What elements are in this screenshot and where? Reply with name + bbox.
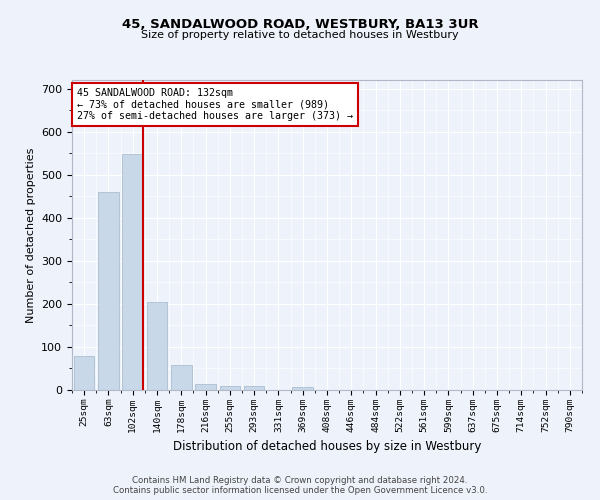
Bar — [292, 386, 313, 390]
Y-axis label: Number of detached properties: Number of detached properties — [26, 148, 35, 322]
Bar — [220, 386, 240, 390]
Text: 45 SANDALWOOD ROAD: 132sqm
← 73% of detached houses are smaller (989)
27% of sem: 45 SANDALWOOD ROAD: 132sqm ← 73% of deta… — [77, 88, 353, 121]
Bar — [122, 154, 143, 390]
Bar — [146, 302, 167, 390]
Bar — [244, 386, 265, 390]
Bar — [171, 366, 191, 390]
Text: Contains public sector information licensed under the Open Government Licence v3: Contains public sector information licen… — [113, 486, 487, 495]
Bar — [98, 192, 119, 390]
Bar — [74, 356, 94, 390]
Text: 45, SANDALWOOD ROAD, WESTBURY, BA13 3UR: 45, SANDALWOOD ROAD, WESTBURY, BA13 3UR — [122, 18, 478, 30]
Text: Size of property relative to detached houses in Westbury: Size of property relative to detached ho… — [141, 30, 459, 40]
Text: Contains HM Land Registry data © Crown copyright and database right 2024.: Contains HM Land Registry data © Crown c… — [132, 476, 468, 485]
Bar — [195, 384, 216, 390]
X-axis label: Distribution of detached houses by size in Westbury: Distribution of detached houses by size … — [173, 440, 481, 454]
